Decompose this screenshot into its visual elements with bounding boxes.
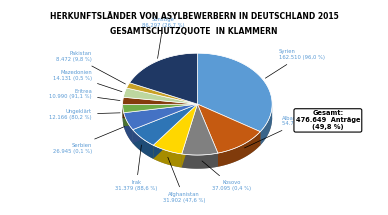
- Polygon shape: [153, 104, 197, 159]
- Polygon shape: [130, 53, 197, 104]
- Polygon shape: [123, 97, 197, 104]
- Polygon shape: [123, 88, 197, 104]
- Text: HERKUNFTSLÄNDER VON ASYLBEWERBERN IN DEUTSCHLAND 2015: HERKUNFTSLÄNDER VON ASYLBEWERBERN IN DEU…: [50, 12, 338, 21]
- Polygon shape: [197, 104, 260, 145]
- Text: Eritrea
10.990 (91,1 %): Eritrea 10.990 (91,1 %): [49, 89, 120, 101]
- Polygon shape: [197, 104, 260, 153]
- Polygon shape: [153, 104, 197, 154]
- Text: Ungeklärt
12.166 (80,2 %): Ungeklärt 12.166 (80,2 %): [49, 109, 120, 120]
- Polygon shape: [123, 104, 124, 126]
- Polygon shape: [153, 145, 182, 167]
- Polygon shape: [124, 113, 133, 143]
- Text: Albanien
54.762 (0,2 %): Albanien 54.762 (0,2 %): [244, 116, 322, 148]
- Polygon shape: [182, 104, 218, 155]
- Polygon shape: [123, 104, 197, 118]
- Polygon shape: [133, 130, 153, 159]
- Text: Sonstige
86.297 (26,7 %): Sonstige 86.297 (26,7 %): [142, 17, 185, 58]
- Polygon shape: [197, 104, 260, 145]
- Polygon shape: [123, 104, 197, 113]
- Polygon shape: [123, 104, 197, 118]
- Text: Serbien
26.945 (0,1 %): Serbien 26.945 (0,1 %): [53, 127, 125, 154]
- Text: Pakistan
8.472 (9,8 %): Pakistan 8.472 (9,8 %): [56, 51, 125, 84]
- Polygon shape: [133, 104, 197, 145]
- Text: Mazedonien
14.131 (0,5 %): Mazedonien 14.131 (0,5 %): [53, 70, 122, 92]
- Polygon shape: [182, 104, 197, 167]
- Text: Gesamt:
476.649  Anträge
(49,8 %): Gesamt: 476.649 Anträge (49,8 %): [296, 110, 360, 131]
- Polygon shape: [124, 104, 197, 130]
- Polygon shape: [123, 118, 272, 169]
- Text: Irak
31.379 (88,6 %): Irak 31.379 (88,6 %): [115, 145, 158, 191]
- Polygon shape: [133, 104, 197, 143]
- Polygon shape: [133, 104, 197, 143]
- Text: Kosovo
37.095 (0,4 %): Kosovo 37.095 (0,4 %): [202, 161, 251, 191]
- Polygon shape: [182, 104, 197, 167]
- Text: GESAMTSCHUTZQUOTE  IN KLAMMERN: GESAMTSCHUTZQUOTE IN KLAMMERN: [110, 27, 278, 36]
- Polygon shape: [197, 104, 218, 167]
- Polygon shape: [182, 153, 218, 169]
- Polygon shape: [124, 104, 197, 126]
- Polygon shape: [153, 104, 197, 159]
- Polygon shape: [197, 104, 218, 167]
- Polygon shape: [260, 104, 272, 145]
- Polygon shape: [218, 132, 260, 167]
- Text: Syrien
162.510 (96,0 %): Syrien 162.510 (96,0 %): [265, 49, 325, 78]
- Polygon shape: [126, 83, 197, 104]
- Polygon shape: [197, 53, 272, 132]
- Polygon shape: [124, 104, 197, 126]
- Text: Afghanistan
31.902 (47,6 %): Afghanistan 31.902 (47,6 %): [163, 157, 205, 203]
